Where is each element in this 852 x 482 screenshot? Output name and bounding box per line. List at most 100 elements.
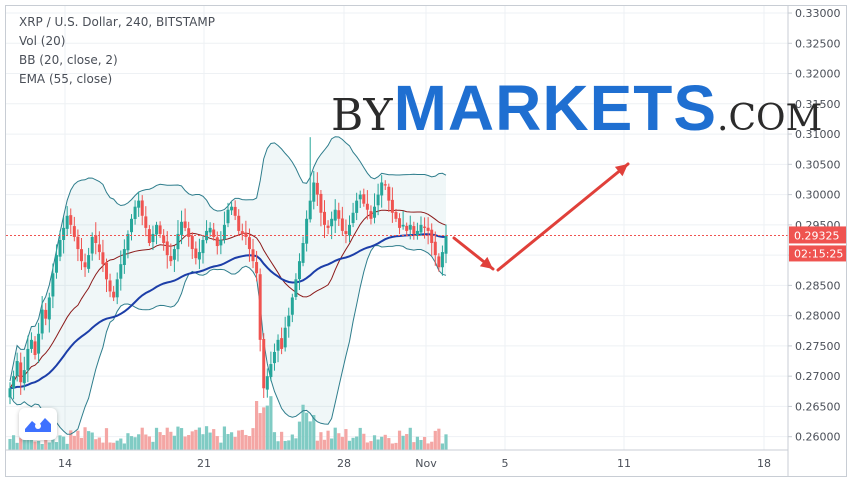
candle-body (137, 200, 141, 208)
volume-bar (362, 433, 366, 450)
candle-body (230, 206, 234, 211)
candle-body (258, 274, 262, 340)
time-tick-label: 21 (197, 457, 211, 470)
chart-legend: XRP / U.S. Dollar, 240, BITSTAMP Vol (20… (19, 13, 215, 89)
volume-bar (369, 441, 373, 450)
volume-bar (333, 427, 337, 450)
candle-body (112, 291, 116, 298)
candle-body (169, 256, 173, 262)
candle-body (369, 211, 373, 219)
candle-body (140, 200, 144, 216)
candle-body (151, 233, 155, 243)
price-tick-label: 0.26000 (795, 431, 841, 444)
tradingview-icon[interactable] (19, 408, 57, 440)
volume-bar (115, 440, 119, 450)
candle-body (265, 376, 269, 390)
volume-bar (36, 441, 41, 450)
time-tick-label: Nov (415, 457, 437, 470)
volume-bar (287, 440, 291, 450)
time-tick-label: 5 (502, 457, 509, 470)
volume-bar (290, 434, 294, 450)
volume-bar (215, 436, 219, 450)
volume-bar (108, 442, 112, 450)
volume-bar (54, 442, 59, 450)
candle-body (308, 200, 312, 220)
volume-bar (126, 433, 130, 450)
volume-bar (394, 442, 398, 450)
price-tick-label: 0.32000 (795, 68, 841, 81)
legend-ema[interactable]: EMA (55, close) (19, 72, 113, 86)
candle-body (373, 206, 377, 218)
candle-body (69, 215, 73, 225)
candle-body (208, 227, 212, 233)
candle-body (212, 229, 216, 237)
legend-symbol[interactable]: XRP / U.S. Dollar, 240, BITSTAMP (19, 15, 215, 29)
candle-body (115, 279, 119, 298)
last-price-label: 0.29325 (794, 229, 840, 242)
candle-body (383, 184, 387, 186)
candle-body (62, 227, 66, 240)
last-price-tag (789, 226, 846, 244)
volume-bar (204, 426, 209, 450)
legend-bollinger[interactable]: BB (20, close, 2) (19, 53, 118, 67)
volume-bar (258, 413, 262, 450)
logo-dotcom: .COM (717, 98, 823, 139)
volume-bar (69, 430, 73, 450)
candle-body (172, 249, 176, 260)
price-tick-label: 0.31000 (795, 128, 841, 141)
volume-bar (390, 443, 394, 450)
volume-bar (137, 434, 141, 450)
chart-frame: 0.33000 0.32500 0.32000 0.31500 0.31000 0.305… (5, 5, 847, 477)
candle-body (29, 339, 33, 349)
price-tick-label: 0.32500 (795, 37, 841, 50)
candle-body (398, 218, 402, 228)
volume-bar (419, 439, 423, 450)
candle-body (312, 182, 316, 202)
candle-body (183, 221, 187, 228)
candle-body (255, 262, 259, 274)
price-tick-label: 0.26500 (795, 400, 841, 413)
volume-bar (212, 429, 216, 450)
candle-body (190, 236, 194, 250)
candle-body (408, 224, 412, 230)
volume-bar (187, 435, 191, 450)
volume-bar (162, 435, 166, 450)
price-tick-label: 0.30500 (795, 158, 841, 171)
candle-body (158, 225, 162, 234)
volume-bar (51, 436, 55, 450)
volume-bar (208, 432, 212, 450)
volume-bar (72, 435, 76, 450)
logo-markets: MARKETS (393, 72, 718, 144)
volume-bar (365, 442, 369, 450)
volume-bar (47, 442, 51, 450)
volume-bar (254, 401, 259, 450)
volume-bar (265, 405, 269, 450)
candle-body (222, 224, 226, 240)
candle-body (76, 236, 80, 250)
candlestick-chart[interactable]: 0.33000 0.32500 0.32000 0.31500 0.31000 0.305… (6, 6, 846, 476)
legend-volume[interactable]: Vol (20) (19, 34, 66, 48)
candle-body (194, 248, 198, 259)
time-tick-label: 28 (337, 457, 351, 470)
forecast-arrow-down-head (479, 256, 493, 269)
volume-bar (430, 441, 434, 450)
candle-body (283, 327, 287, 348)
logo-by: BY (331, 90, 394, 141)
candle-body (58, 239, 62, 257)
price-tick-label: 0.33000 (795, 7, 841, 20)
volume-bar (90, 432, 94, 450)
volume-bar (401, 435, 405, 450)
candle-body (176, 233, 180, 250)
volume-bar (326, 430, 330, 450)
volume-bar (405, 434, 409, 450)
volume-bar (226, 434, 230, 450)
candle-body (358, 194, 362, 200)
volume-bar (194, 429, 198, 450)
candle-body (233, 206, 237, 216)
volume-bar (201, 434, 205, 450)
volume-bar (422, 436, 427, 450)
volume-bar (133, 437, 137, 450)
price-tick-label: 0.27000 (795, 370, 841, 383)
candle-body (133, 206, 137, 220)
bymarkets-logo: BYMARKETS.COM (331, 76, 822, 140)
